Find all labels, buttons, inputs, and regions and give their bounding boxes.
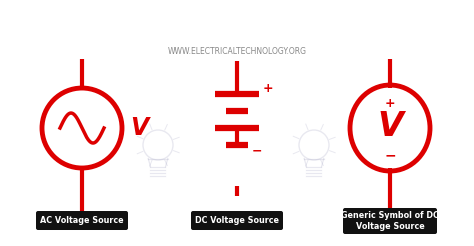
- FancyBboxPatch shape: [191, 211, 283, 230]
- Text: −: −: [252, 144, 263, 157]
- Text: Generic Symbol of DC
Voltage Source: Generic Symbol of DC Voltage Source: [341, 211, 439, 231]
- Text: −: −: [384, 148, 396, 162]
- Text: +: +: [263, 81, 273, 94]
- Text: V: V: [377, 109, 403, 142]
- Text: +: +: [385, 97, 395, 110]
- Text: V: V: [130, 116, 148, 140]
- FancyBboxPatch shape: [36, 211, 128, 230]
- Text: WWW.ELECTRICALTECHNOLOGY.ORG: WWW.ELECTRICALTECHNOLOGY.ORG: [167, 47, 307, 56]
- Text: Voltage Source & Types of Voltage Sources: Voltage Source & Types of Voltage Source…: [0, 11, 474, 30]
- Text: AC Voltage Source: AC Voltage Source: [40, 216, 124, 225]
- Text: DC Voltage Source: DC Voltage Source: [195, 216, 279, 225]
- FancyBboxPatch shape: [343, 208, 437, 234]
